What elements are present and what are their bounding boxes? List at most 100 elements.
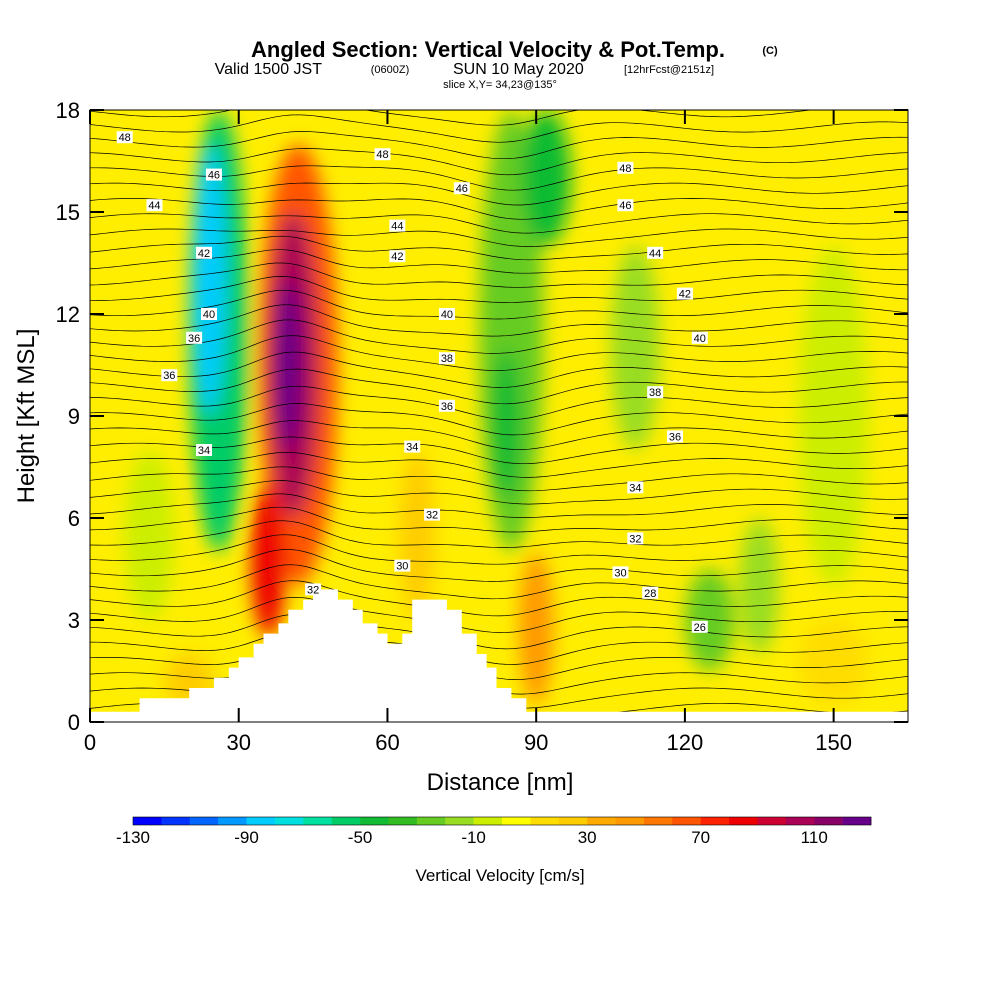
contour-label: 42 (196, 246, 213, 260)
theta-contour-line (90, 228, 908, 247)
colorbar-swatch (473, 817, 503, 825)
colorbar-swatch (246, 817, 276, 825)
contour-label: 32 (305, 583, 322, 596)
y-axis-label: Height [Kft MSL] (13, 329, 40, 504)
contour-label-text: 36 (188, 333, 200, 345)
contour-label: 36 (161, 369, 178, 382)
contour-label-text: 48 (376, 149, 388, 161)
y-tick-label: 3 (68, 608, 80, 633)
theta-contour-line (90, 131, 908, 160)
colorbar-tick-label: -50 (348, 828, 373, 847)
chart-title: Angled Section: Vertical Velocity & Pot.… (251, 37, 725, 62)
colorbar-swatch (672, 817, 701, 825)
colorbar-swatch (615, 817, 645, 825)
contour-label-text: 46 (208, 170, 220, 182)
theta-contour-line (90, 165, 908, 191)
contour-label-text: 44 (148, 200, 160, 212)
colorbar-swatch (133, 817, 162, 825)
theta-contour-line (90, 182, 908, 206)
theta-contour-line (90, 249, 908, 274)
contour-label-text: 46 (619, 200, 631, 212)
contour-label-text: 36 (669, 431, 681, 443)
contour-label-text: 38 (441, 353, 453, 365)
x-tick-label: 120 (667, 730, 704, 755)
theta-contour-line (90, 351, 908, 388)
contour-label-text: 42 (391, 251, 403, 263)
velocity-cell (798, 246, 869, 586)
theta-contour-line (90, 420, 908, 450)
colorbar-swatch (274, 817, 304, 825)
y-tick-label: 12 (56, 302, 80, 327)
velocity-cell (518, 552, 554, 705)
velocity-cell (798, 620, 869, 705)
velocity-cell (684, 569, 735, 671)
colorbar-swatch (502, 817, 531, 825)
contour-label-text: 40 (441, 309, 453, 321)
contour-label: 44 (146, 199, 163, 212)
contour-label: 34 (404, 440, 421, 454)
contour-label: 36 (666, 430, 683, 443)
contour-label: 26 (691, 620, 708, 634)
contour-label: 36 (438, 399, 455, 413)
theta-contour-line (90, 506, 908, 533)
colorbar-swatch (161, 817, 191, 825)
theta-contour-line (90, 580, 908, 617)
contour-label-text: 48 (619, 163, 631, 175)
contour-label-text: 26 (694, 622, 706, 634)
theta-contours (90, 110, 908, 722)
contour-label-text: 38 (649, 387, 661, 399)
contour-label: 30 (394, 559, 411, 573)
contour-label: 38 (647, 386, 664, 399)
valid-time: Valid 1500 JST (215, 61, 323, 78)
velocity-cell (521, 110, 571, 246)
contour-label: 36 (186, 331, 203, 345)
colorbar-swatch (530, 817, 560, 825)
colorbar-swatch (189, 817, 219, 825)
theta-contour-line (90, 549, 908, 582)
theta-contour-line (90, 648, 908, 680)
theta-contour-line (90, 596, 908, 633)
theta-contour-line (90, 631, 908, 665)
colorbar-frame (132, 816, 872, 826)
theta-contour-line (90, 114, 908, 143)
contour-label-text: 32 (629, 533, 641, 545)
velocity-cell (191, 144, 227, 416)
theta-contour-line (90, 319, 908, 354)
slice-info: slice X,Y= 34,23@135° (443, 79, 557, 91)
contour-label: 32 (627, 532, 644, 545)
contour-label: 48 (374, 148, 391, 161)
contour-label-text: 42 (679, 289, 691, 301)
colorbar-label: Vertical Velocity [cm/s] (415, 866, 584, 885)
contour-label-text: 42 (198, 248, 210, 260)
x-tick-label: 60 (375, 730, 399, 755)
x-tick-label: 150 (815, 730, 852, 755)
contour-label: 44 (389, 219, 406, 233)
theta-contour-line (90, 452, 908, 478)
colorbar-tick-label: -90 (234, 828, 259, 847)
contour-label: 46 (205, 168, 222, 182)
contour-label: 44 (647, 246, 664, 260)
contour-label-text: 34 (406, 442, 418, 454)
theta-contour-line (90, 198, 908, 220)
theta-contour-line (90, 110, 814, 126)
contour-label-text: 30 (396, 561, 408, 573)
velocity-cell (739, 518, 780, 654)
colorbar-swatch (416, 817, 446, 825)
contour-label-text: 40 (203, 309, 215, 321)
contour-label-text: 32 (307, 584, 319, 596)
velocity-cell (251, 484, 286, 637)
colorbar-swatch (360, 817, 389, 825)
colorbar-tick-label: 30 (578, 828, 597, 847)
colorbar-tick-label: 70 (691, 828, 710, 847)
theta-contour-line (90, 235, 908, 261)
theta-contour-line (90, 466, 908, 492)
contour-label: 48 (617, 161, 634, 175)
contour-label: 42 (676, 287, 693, 301)
theta-contour-line (90, 276, 908, 303)
theta-contour-line (90, 403, 908, 436)
colorbar-swatch (842, 817, 872, 825)
colorbar-swatch (218, 817, 247, 825)
theta-contour-line (90, 335, 908, 371)
theta-contour-line (90, 262, 908, 288)
